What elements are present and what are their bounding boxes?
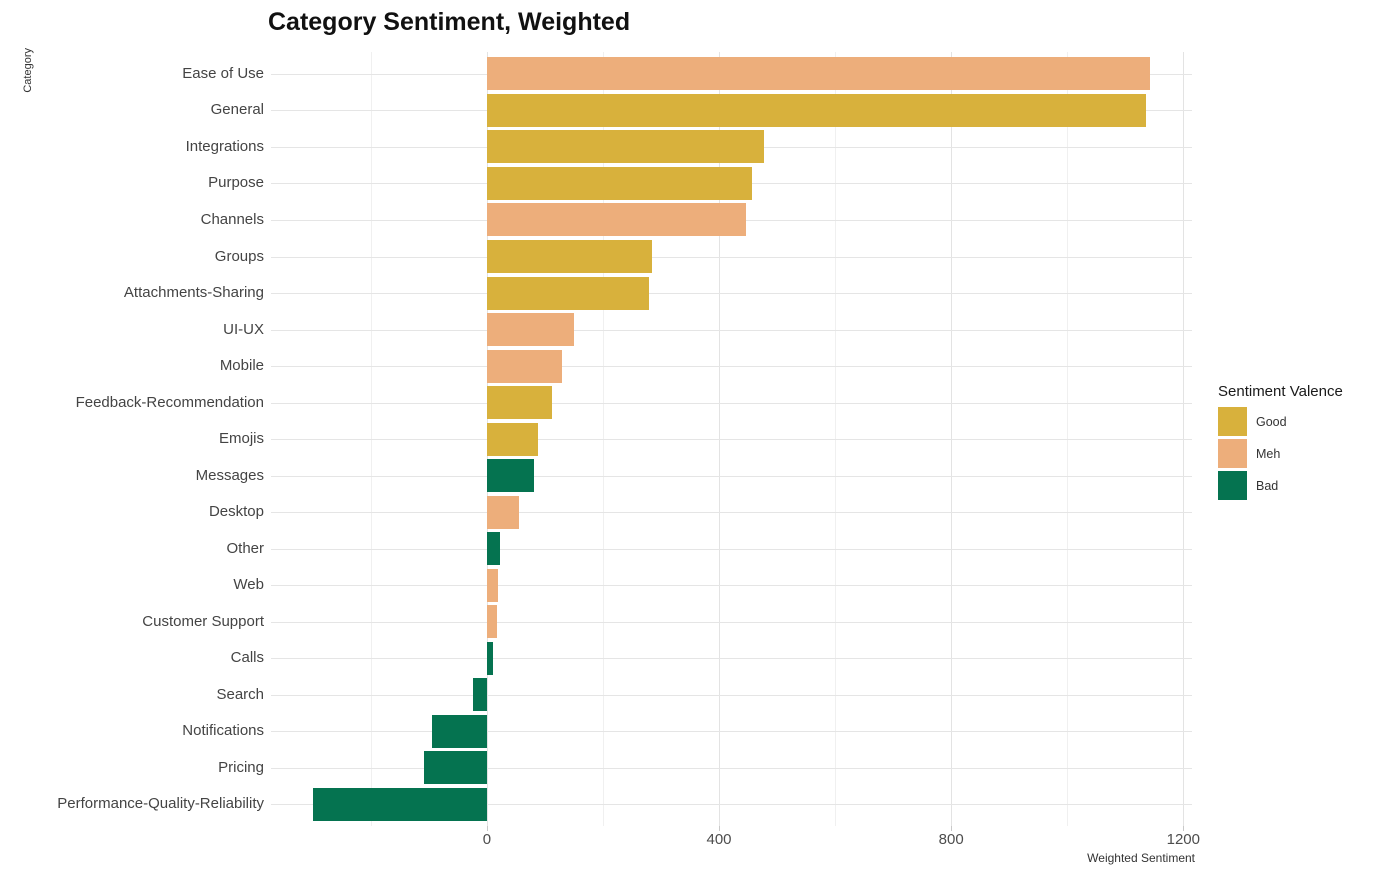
gridline-y: [271, 731, 1192, 733]
y-tick-label: General: [210, 101, 264, 119]
gridline-y: [271, 366, 1192, 367]
gridline-y: [271, 548, 1192, 550]
bar-pricing: [424, 751, 487, 785]
bar-ui-ux: [486, 313, 574, 346]
legend: Sentiment Valence Good Meh Bad: [1218, 383, 1368, 503]
bar-performance-quality-reliability: [312, 787, 487, 821]
y-tick-label: Integrations: [185, 137, 264, 155]
x-tick-mark: [1183, 826, 1185, 831]
y-tick-label: Search: [216, 685, 264, 703]
legend-swatch-bad: [1218, 471, 1247, 500]
bar-other: [486, 532, 500, 565]
gridline-y: [271, 804, 1192, 806]
y-tick-label: Calls: [230, 649, 264, 667]
y-tick-label: Channels: [200, 210, 264, 228]
gridline-y: [271, 402, 1192, 404]
bar-ease-of-use: [486, 57, 1151, 91]
x-tick-mark: [951, 826, 953, 831]
y-tick-label: Other: [226, 539, 264, 557]
gridline-y: [271, 293, 1192, 294]
gridline-y: [271, 512, 1192, 513]
x-tick-label: 0: [482, 831, 492, 848]
x-tick-mark: [719, 826, 720, 831]
legend-label: Bad: [1256, 478, 1279, 493]
y-tick-label: Mobile: [219, 357, 264, 374]
bar-desktop: [486, 495, 519, 529]
y-tick-label: Customer Support: [142, 612, 264, 630]
bar-emojis: [486, 422, 538, 456]
chart-title: Category Sentiment, Weighted: [268, 8, 631, 36]
bar-messages: [486, 459, 534, 492]
y-tick-label: Purpose: [208, 174, 264, 192]
y-tick-label: UI-UX: [223, 320, 264, 338]
y-tick-label: Ease of Use: [182, 64, 264, 82]
gridline-y: [271, 767, 1192, 769]
legend-title: Sentiment Valence: [1218, 383, 1343, 400]
x-tick-label: 1200: [1166, 831, 1200, 848]
x-tick-label: 400: [706, 831, 732, 848]
bar-channels: [486, 203, 747, 237]
y-tick-label: Pricing: [218, 758, 264, 776]
y-tick-label: Messages: [195, 466, 264, 484]
y-tick-label: Attachments-Sharing: [123, 284, 264, 301]
legend-swatch-good: [1218, 407, 1247, 436]
gridline-y: [271, 439, 1192, 440]
gridline-y: [271, 329, 1192, 331]
gridline-y: [271, 694, 1192, 696]
legend-label: Meh: [1256, 446, 1281, 461]
bar-groups: [486, 240, 653, 273]
y-tick-label: Notifications: [182, 722, 264, 740]
y-axis-labels: Ease of Use General Integrations Purpose Cha…: [0, 52, 264, 826]
bar-notifications: [431, 714, 487, 748]
gridline-y: [271, 475, 1192, 477]
legend-entry-good: Good: [1218, 407, 1368, 436]
y-tick-label: Performance-Quality-Reliability: [57, 795, 264, 813]
y-tick-label: Web: [233, 576, 264, 593]
y-tick-label: Emojis: [218, 430, 264, 447]
legend-entry-meh: Meh: [1218, 439, 1368, 468]
gridline-y: [271, 256, 1192, 258]
bar-purpose: [486, 166, 753, 200]
bar-mobile: [486, 349, 562, 383]
gridline-y: [271, 585, 1192, 586]
legend-swatch-meh: [1218, 439, 1247, 468]
plot-panel: [271, 52, 1192, 826]
y-tick-label: Desktop: [208, 503, 264, 520]
bar-general: [486, 93, 1146, 127]
legend-entry-bad: Bad: [1218, 471, 1368, 500]
gridline-y: [271, 621, 1192, 623]
legend-label: Good: [1256, 414, 1287, 429]
legend-entries: Good Meh Bad: [1218, 407, 1368, 500]
bar-integrations: [486, 130, 765, 164]
bar-customer-support: [486, 605, 497, 638]
bar-web: [486, 568, 498, 602]
x-tick-mark: [486, 826, 488, 831]
gridline-y: [271, 658, 1192, 660]
bar-calls: [486, 641, 493, 675]
y-tick-label: Groups: [214, 247, 264, 265]
bar-search: [473, 678, 487, 712]
y-tick-label: Feedback-Recommendation: [75, 393, 264, 411]
x-axis-title: Weighted Sentiment: [1087, 851, 1195, 865]
bar-attachments-sharing: [486, 276, 649, 310]
bar-feedback-recommendation: [486, 386, 553, 419]
x-tick-label: 800: [938, 831, 964, 848]
